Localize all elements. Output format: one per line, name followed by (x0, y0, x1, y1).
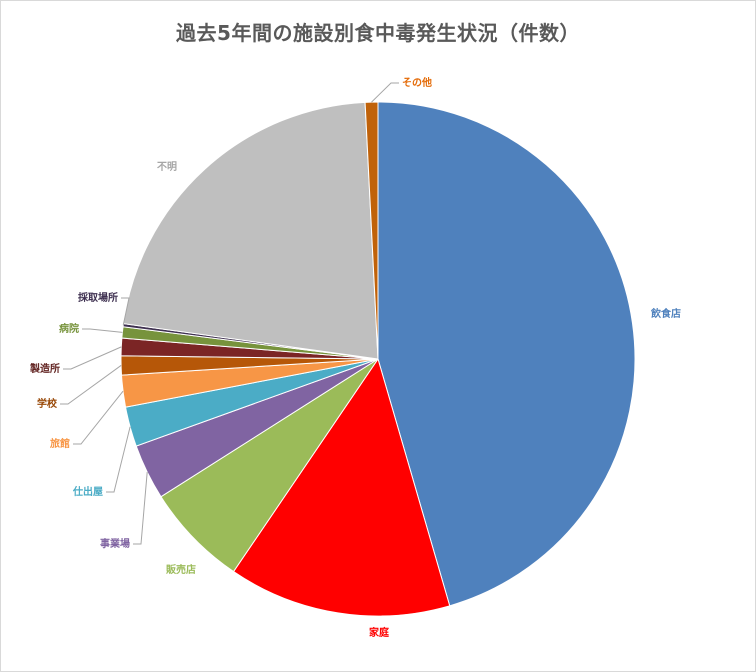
data-label-seizousho: 製造所 (29, 362, 60, 375)
data-label-ryokan: 旅館 (50, 437, 70, 450)
data-label-shidashiya: 仕出屋 (72, 485, 103, 498)
data-label-gakkou: 学校 (37, 397, 58, 410)
pie-slice-katei (232, 357, 451, 617)
data-label-jigyoujou: 事業場 (100, 537, 130, 550)
data-label-sonota: その他 (402, 76, 432, 89)
pie-slice-sonota (364, 101, 379, 360)
data-label-fumei: 不明 (157, 161, 177, 173)
data-label-inshokuten: 飲食店 (650, 307, 681, 320)
pie-slice-inshokuten (377, 101, 636, 607)
pie-slice-fumei (122, 101, 379, 360)
data-label-hanbaiten: 販売店 (166, 563, 196, 576)
leader-line-jigyoujou (133, 472, 148, 545)
leader-line-shidashiya (106, 426, 131, 493)
data-label-katei: 家庭 (369, 626, 390, 639)
leader-line-seizousho (63, 346, 122, 370)
data-label-byouin: 病院 (59, 322, 79, 335)
data-label-saishubasho: 採取場所 (78, 291, 118, 304)
leader-line-ryokan (73, 390, 124, 445)
leader-line-sonota (371, 82, 399, 103)
leader-line-byouin (82, 328, 123, 333)
chart-title: 過去5年間の施設別食中毒発生状況（件数） (176, 21, 580, 45)
leader-line-saishubasho (121, 297, 130, 326)
leader-line-gakkou (60, 365, 122, 405)
